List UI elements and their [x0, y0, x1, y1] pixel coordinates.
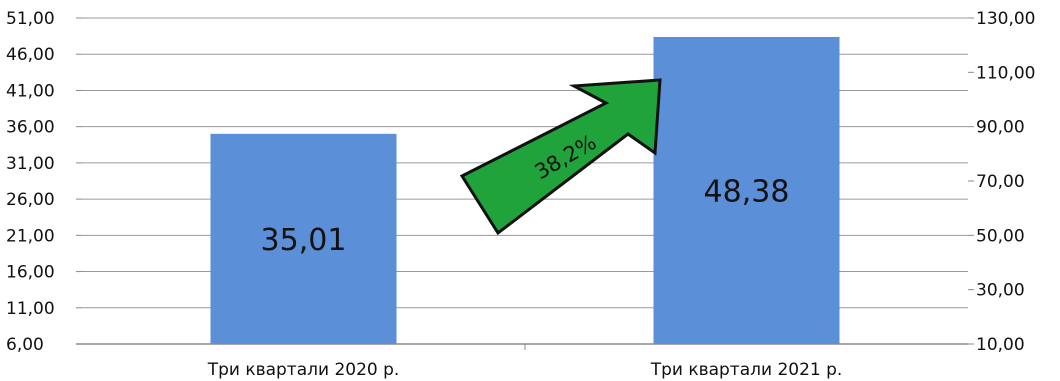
left-tick-label: 31,00 — [6, 154, 55, 174]
category-label: Три квартали 2020 р. — [207, 360, 400, 380]
right-tick-label: 110,00 — [976, 63, 1035, 83]
left-tick-label: 6,00 — [6, 335, 44, 355]
bar-value-label: 48,38 — [704, 174, 790, 209]
bar-value-label: 35,01 — [261, 223, 347, 258]
left-tick-label: 11,00 — [6, 299, 55, 319]
left-tick-label: 41,00 — [6, 81, 55, 101]
right-tick-label: 90,00 — [976, 118, 1025, 138]
left-tick-label: 16,00 — [6, 263, 55, 283]
left-tick-label: 26,00 — [6, 190, 55, 210]
growth-arrow-shape — [459, 78, 662, 236]
bars: 35,01 48,38 — [210, 36, 840, 345]
right-tick-label: 30,00 — [976, 281, 1025, 301]
right-y-axis: 10,00 30,00 50,00 70,00 90,00 110,00 130,00 — [968, 9, 1035, 355]
right-tick-label: 70,00 — [976, 172, 1025, 192]
right-tick-label: 50,00 — [976, 226, 1025, 246]
right-tick-label: 130,00 — [976, 9, 1035, 29]
left-tick-label: 21,00 — [6, 226, 55, 246]
bar — [653, 36, 840, 345]
growth-arrow: 38,2% — [459, 78, 662, 236]
right-tick-label: 10,00 — [976, 335, 1025, 355]
category-label: Три квартали 2021 р. — [650, 360, 843, 380]
left-tick-label: 51,00 — [6, 9, 55, 29]
left-tick-label: 36,00 — [6, 118, 55, 138]
bar — [210, 133, 397, 344]
left-y-axis: 6,00 11,00 16,00 21,00 26,00 31,00 36,00 41,00 4… — [6, 9, 82, 355]
left-tick-label: 46,00 — [6, 45, 55, 65]
x-axis: Три квартали 2020 р. Три квартали 2021 р. — [76, 343, 968, 380]
